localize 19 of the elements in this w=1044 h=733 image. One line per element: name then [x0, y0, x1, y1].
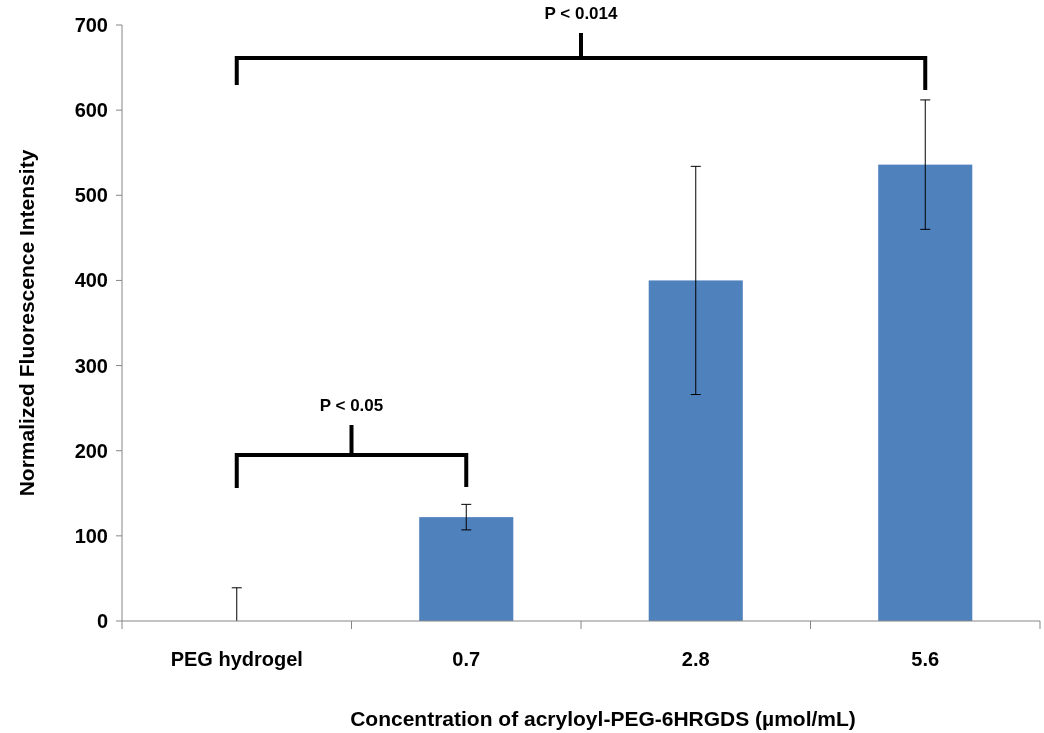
x-axis-title: Concentration of acryloyl-PEG-6HRGDS (µmol/mL)	[350, 707, 856, 730]
bar	[648, 280, 743, 621]
x-tick-label: PEG hydrogel	[170, 648, 303, 670]
x-tick-label: 2.8	[681, 648, 710, 670]
y-tick-label: 600	[74, 99, 108, 122]
y-axis-title: Normalized Fluorescence Intensity	[15, 149, 38, 497]
text: P < 0.014	[544, 4, 619, 23]
y-tick-label: 300	[74, 354, 108, 377]
bar	[878, 164, 973, 621]
bar	[419, 517, 514, 621]
y-tick-label: 700	[74, 14, 108, 36]
x-tick-label: 0.7	[452, 648, 481, 670]
y-tick-label: 400	[74, 269, 108, 292]
y-tick-label: 500	[74, 184, 108, 207]
annotation: P < 0.05	[319, 396, 384, 415]
x-tick-label: 5.6	[911, 648, 940, 670]
y-tick-label: 0	[96, 610, 108, 632]
y-tick-label: 100	[74, 524, 108, 547]
y-tick-label: 200	[74, 439, 108, 462]
